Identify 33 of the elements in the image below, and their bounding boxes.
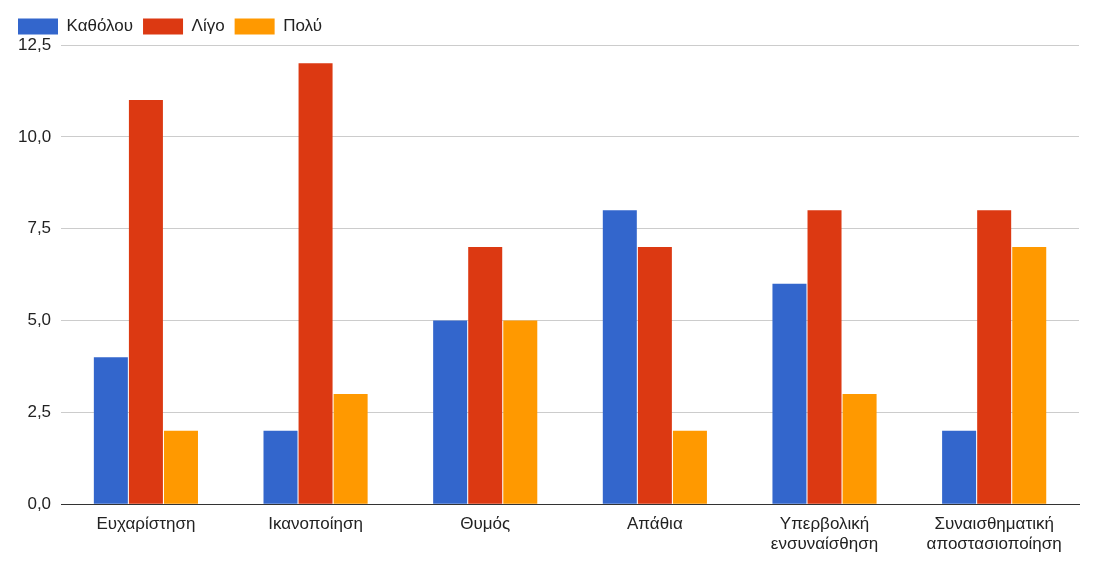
bar bbox=[93, 357, 128, 504]
legend-label: Πολύ bbox=[283, 16, 322, 36]
y-tick-label: 10,0 bbox=[17, 126, 52, 146]
x-tick-label: Ευχαρίστηση bbox=[96, 514, 196, 534]
bar bbox=[263, 430, 298, 504]
bar bbox=[163, 430, 198, 504]
bar bbox=[807, 210, 842, 504]
bar bbox=[468, 247, 503, 504]
bar bbox=[433, 320, 468, 504]
y-tick-label: 0,0 bbox=[27, 493, 52, 513]
legend-label: Καθόλου bbox=[66, 16, 134, 36]
bar bbox=[772, 283, 807, 504]
x-tick-label: Θυμός bbox=[460, 514, 511, 534]
y-tick-label: 5,0 bbox=[27, 310, 52, 330]
bar bbox=[942, 430, 977, 504]
x-tick-label: Υπερβολική ενσυναίσθηση bbox=[770, 514, 879, 554]
bar bbox=[298, 63, 333, 504]
bar bbox=[128, 100, 163, 504]
x-tick-label: Απάθια bbox=[627, 514, 683, 534]
y-tick-label: 2,5 bbox=[27, 402, 52, 422]
bar bbox=[503, 320, 538, 504]
bar bbox=[1012, 247, 1047, 504]
bar bbox=[333, 393, 368, 504]
bar bbox=[977, 210, 1012, 504]
bar bbox=[672, 430, 707, 504]
y-tick-label: 7,5 bbox=[27, 218, 52, 238]
bar bbox=[602, 210, 637, 504]
legend-label: Λίγο bbox=[191, 16, 225, 36]
x-tick-label: Συναισθηματική αποστασιοποίηση bbox=[926, 514, 1062, 554]
x-tick-label: Ικανοποίηση bbox=[268, 514, 363, 534]
y-tick-label: 12,5 bbox=[17, 34, 52, 54]
bar bbox=[842, 393, 877, 504]
bar bbox=[637, 247, 672, 504]
